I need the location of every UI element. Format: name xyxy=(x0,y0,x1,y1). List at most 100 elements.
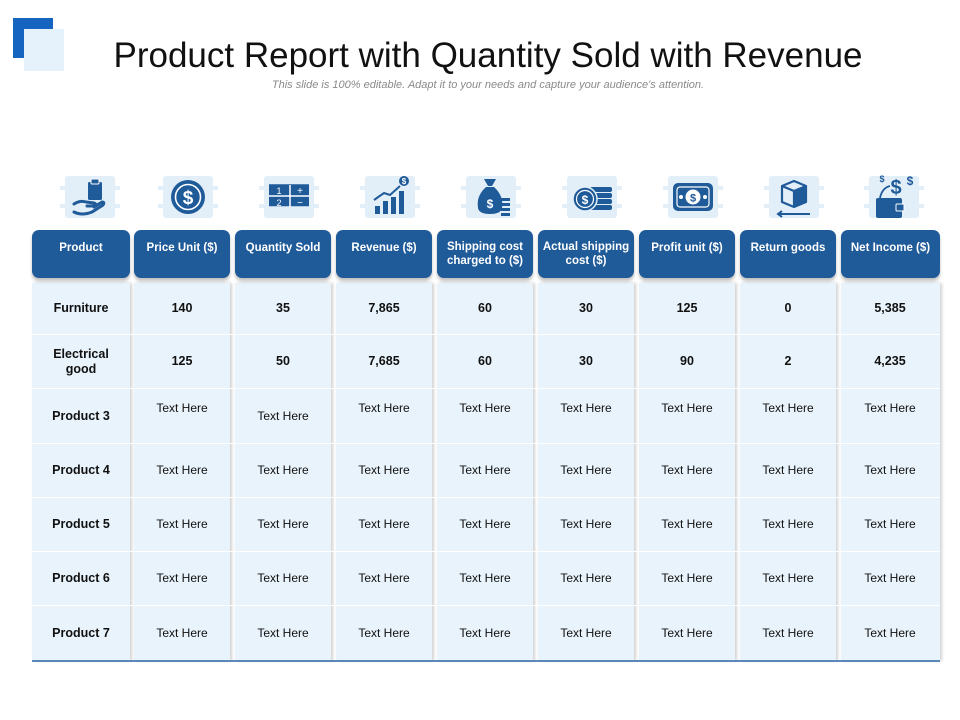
table-cell: Text Here xyxy=(358,517,410,531)
column-product xyxy=(32,283,130,661)
table-cell: 4,235 xyxy=(874,354,906,368)
table-cell: Text Here xyxy=(661,400,713,415)
header-price-unit: Price Unit ($) xyxy=(134,230,230,278)
header-quantity-sold: Quantity Sold xyxy=(235,230,331,278)
table-cell: Product 7 xyxy=(52,625,110,640)
dollar-coin-icon: $ xyxy=(158,172,218,222)
svg-text:$: $ xyxy=(879,174,884,184)
table-cell: 60 xyxy=(478,301,492,315)
table-cell: Text Here xyxy=(459,517,511,531)
table-cell: Text Here xyxy=(156,463,208,477)
hand-clipboard-icon xyxy=(60,172,120,222)
table-cell: 7,865 xyxy=(368,301,400,315)
table-cell: Text Here xyxy=(156,625,208,640)
table-cell: Text Here xyxy=(661,625,713,640)
column-profit-unit xyxy=(639,283,735,661)
wallet-dollar-icon: $ $ $ xyxy=(864,172,924,222)
table-cell: Text Here xyxy=(661,571,713,585)
table-cell: 2 xyxy=(784,354,792,368)
table-cell: 90 xyxy=(680,354,694,368)
table-cell: 0 xyxy=(784,301,792,315)
table-cell: Text Here xyxy=(156,400,208,415)
table-cell: 125 xyxy=(676,301,698,315)
table-cell: Text Here xyxy=(560,571,612,585)
table-cell: Text Here xyxy=(560,517,612,531)
table-cell: 30 xyxy=(579,301,593,315)
table-cell: Text Here xyxy=(358,400,410,415)
row-divider xyxy=(32,551,940,552)
table-cell: Product 5 xyxy=(52,517,110,531)
table-cell: Text Here xyxy=(358,625,410,640)
column-return-goods xyxy=(740,283,836,661)
table-cell: Text Here xyxy=(156,517,208,531)
table-cell: Electrical good xyxy=(53,346,109,376)
table-cell: Text Here xyxy=(459,625,511,640)
table-cell: Product 6 xyxy=(52,571,110,585)
calculator-icon: 1 2 + − xyxy=(259,172,319,222)
row-divider xyxy=(32,497,940,498)
svg-text:$: $ xyxy=(402,177,407,186)
table-cell: Product 3 xyxy=(52,408,110,423)
column-shipping-charged xyxy=(437,283,533,661)
svg-text:$: $ xyxy=(907,174,914,188)
table-cell: Furniture xyxy=(53,301,109,315)
page-subtitle: This slide is 100% editable. Adapt it to… xyxy=(271,79,705,91)
svg-text:+: + xyxy=(297,186,303,197)
table-cell: Text Here xyxy=(459,463,511,477)
coin-stack-icon: $ xyxy=(562,172,622,222)
table-cell: Product 4 xyxy=(52,463,110,477)
row-divider xyxy=(32,334,940,335)
table-cell: 30 xyxy=(579,354,593,368)
header-return-goods: Return goods xyxy=(740,230,836,278)
table-cell: Text Here xyxy=(358,463,410,477)
table-cell: Text Here xyxy=(762,463,814,477)
table-cell: Text Here xyxy=(864,625,916,640)
table-cell: Text Here xyxy=(560,400,612,415)
svg-text:$: $ xyxy=(690,193,696,205)
table-cell: Text Here xyxy=(864,400,916,415)
table-cell: Text Here xyxy=(257,408,309,423)
row-divider xyxy=(32,605,940,606)
banknote-icon: $ xyxy=(663,172,723,222)
money-bag-icon: $ xyxy=(461,172,521,222)
table-cell: 140 xyxy=(171,301,193,315)
table-cell: Text Here xyxy=(864,571,916,585)
table-cell: Text Here xyxy=(560,463,612,477)
column-quantity-sold xyxy=(235,283,331,661)
svg-text:$: $ xyxy=(487,197,494,211)
table-cell: Text Here xyxy=(459,400,511,415)
box-return-icon xyxy=(764,172,824,222)
table-cell: 50 xyxy=(276,354,290,368)
svg-text:$: $ xyxy=(890,177,901,199)
page-title: Product Report with Quantity Sold with R… xyxy=(113,36,863,75)
table-cell: Text Here xyxy=(762,625,814,640)
table-cell: Text Here xyxy=(864,517,916,531)
header-shipping-charged: Shipping cost charged to ($) xyxy=(437,230,533,278)
svg-text:2: 2 xyxy=(276,198,281,208)
table-bottom-border xyxy=(32,660,940,662)
table-cell: Text Here xyxy=(257,625,309,640)
table-cell: 35 xyxy=(276,301,290,315)
header-profit-unit: Profit unit ($) xyxy=(639,230,735,278)
table-cell: Text Here xyxy=(459,571,511,585)
svg-text:$: $ xyxy=(582,193,589,207)
column-revenue xyxy=(336,283,432,661)
table-cell: Text Here xyxy=(762,571,814,585)
table-cell: Text Here xyxy=(560,625,612,640)
svg-text:−: − xyxy=(297,198,303,209)
svg-text:$: $ xyxy=(183,188,194,209)
table-cell: Text Here xyxy=(864,463,916,477)
table-cell: 5,385 xyxy=(874,301,906,315)
table-cell: Text Here xyxy=(257,463,309,477)
table-cell: 125 xyxy=(171,354,193,368)
column-actual-shipping xyxy=(538,283,634,661)
row-divider xyxy=(32,443,940,444)
table-cell: 60 xyxy=(478,354,492,368)
column-net-income xyxy=(841,283,940,661)
header-actual-shipping: Actual shipping cost ($) xyxy=(538,230,634,278)
header-net-income: Net Income ($) xyxy=(841,230,940,278)
header-revenue: Revenue ($) xyxy=(336,230,432,278)
table-cell: Text Here xyxy=(358,571,410,585)
growth-chart-icon: $ xyxy=(360,172,420,222)
table-cell: Text Here xyxy=(156,571,208,585)
